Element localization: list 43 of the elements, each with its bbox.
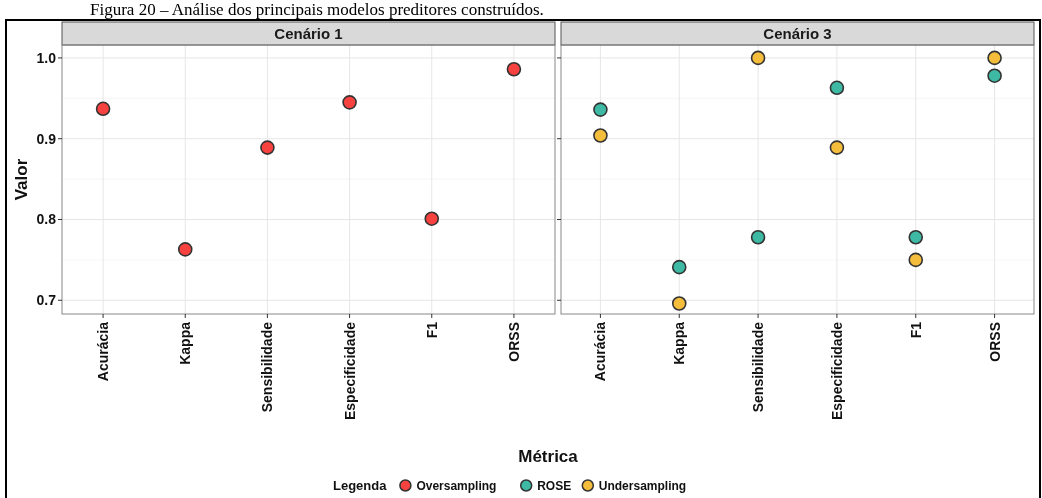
x-tick-label: Acurácia — [592, 321, 609, 382]
y-tick-label: 0.9 — [36, 130, 57, 147]
point — [908, 229, 924, 245]
x-tick-label: Sensibilidade — [750, 321, 767, 413]
legend-label: ROSE — [537, 479, 572, 493]
chart-title: Cenário 3 — [763, 24, 832, 42]
legend-label: Oversampling — [416, 479, 497, 493]
x-tick-label: Especificidade — [341, 321, 358, 421]
point — [424, 211, 440, 226]
point — [95, 101, 111, 117]
legend-label: Undersampling — [598, 479, 687, 493]
x-tick-label: Sensibilidade — [259, 321, 276, 413]
x-tick-label: F1 — [423, 321, 440, 339]
y-axis-title: Valor — [12, 158, 31, 201]
text: Figura 20 – Análise dos principais modelos preditores construídos. — [90, 0, 544, 19]
point — [671, 296, 687, 311]
point — [987, 50, 1002, 66]
point — [260, 140, 275, 155]
x-tick-label: Kappa — [671, 321, 688, 365]
point — [750, 50, 766, 66]
point — [506, 61, 522, 77]
x-tick-label: F1 — [907, 321, 924, 339]
point — [829, 140, 845, 155]
point — [750, 229, 766, 245]
x-axis-title: Métrica — [518, 447, 579, 466]
x-tick-label: ORSS — [986, 322, 1003, 362]
point — [829, 80, 845, 96]
legend-title: Legenda — [333, 478, 388, 493]
point — [987, 68, 1002, 83]
point — [671, 259, 687, 275]
point — [593, 102, 608, 117]
y-tick-label: 0.8 — [36, 211, 57, 228]
y-tick-label: 0.7 — [36, 292, 57, 309]
point — [908, 252, 924, 268]
x-tick-label: Acurácia — [95, 321, 112, 382]
x-tick-label: ORSS — [505, 322, 522, 362]
point — [593, 128, 608, 143]
chart-title: Cenário 1 — [274, 24, 343, 42]
y-tick-label: 1.0 — [36, 49, 57, 66]
point — [342, 95, 357, 110]
x-tick-label: Kappa — [177, 321, 194, 365]
x-tick-label: Especificidade — [828, 321, 845, 421]
point — [177, 242, 193, 257]
